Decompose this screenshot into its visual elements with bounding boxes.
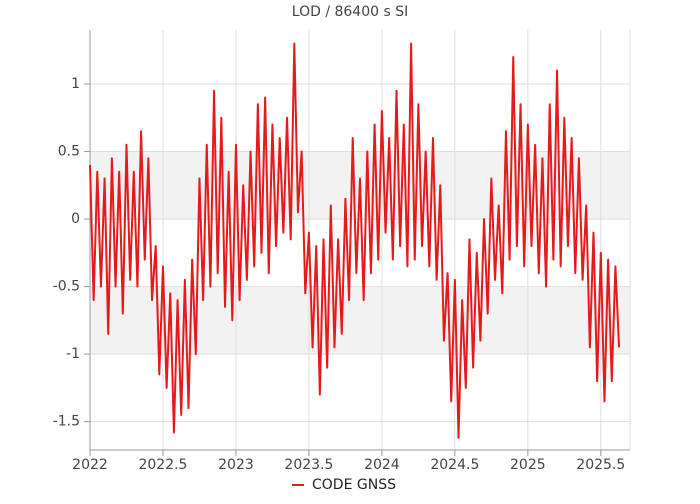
x-tick-label: 2022.5 xyxy=(138,457,187,473)
x-tick-label: 2025 xyxy=(510,457,546,473)
data-line xyxy=(89,42,621,439)
y-tick-label: 1 xyxy=(71,76,80,92)
y-tick-label: 0.5 xyxy=(58,144,80,160)
legend-label: CODE GNSS xyxy=(312,477,396,493)
x-tick-label: 2022 xyxy=(72,457,108,473)
y-tick-label: 0 xyxy=(71,211,80,227)
chart-title: LOD / 86400 s SI xyxy=(292,4,408,20)
x-tick-label: 2025.5 xyxy=(576,457,625,473)
x-tick-label: 2023 xyxy=(218,457,254,473)
grid-band xyxy=(90,286,630,355)
x-tick-label: 2024 xyxy=(364,457,400,473)
y-tick-label: -1.5 xyxy=(53,414,80,430)
x-tick-label: 2023.5 xyxy=(284,457,333,473)
y-tick-label: -1 xyxy=(66,346,80,362)
x-tick-label: 2024.5 xyxy=(430,457,479,473)
y-tick-label: -0.5 xyxy=(53,279,80,295)
